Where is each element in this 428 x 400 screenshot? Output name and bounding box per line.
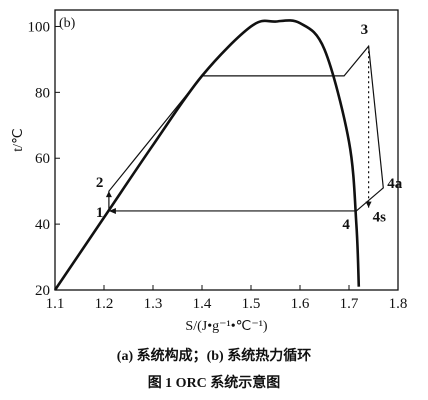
plot-curves [53,19,384,291]
point-label-3: 3 [361,22,369,38]
y-axis-title: t/℃ [11,128,26,152]
x-tick-label: 1.4 [193,296,212,312]
figure-subcaption: (a) 系统构成；(b) 系统热力循环 [116,349,312,364]
arrow-head [105,191,112,198]
point-label-4: 4 [342,217,350,233]
arrow-head [108,207,116,214]
x-tick-label: 1.1 [46,296,65,312]
figure-caption: 图 1 ORC 系统示意图 [147,376,281,391]
y-tick-label: 80 [35,85,50,101]
cycle-path [108,44,384,212]
x-tick-label: 1.7 [340,296,359,312]
x-tick-label: 1.6 [291,296,310,312]
x-tick-label: 1.3 [144,296,163,312]
point-label-4s: 4s [373,210,387,226]
point-label-2: 2 [96,175,104,191]
plot-labels: 1 2 3 4 4s 4a [96,22,403,233]
arrow-head [365,201,372,208]
point-label-4a: 4a [387,176,403,192]
y-tick-label: 20 [35,283,50,299]
point-label-1: 1 [96,205,104,221]
y-tick-label: 100 [28,19,51,35]
panel-label: (b) [59,16,76,31]
x-tick-label: 1.5 [242,296,261,312]
x-tick-label: 1.2 [95,296,114,312]
plot-frame [54,9,399,291]
ts-diagram-chart: 1.1 1.2 1.3 1.4 1.5 1.6 1.7 1.8 20 40 60 80 100 1 2 3 4… [11,9,408,334]
x-axis-title: S/(J•g⁻¹•℃⁻¹) [185,319,267,334]
saturation-dome-curve [53,19,361,291]
plot-axes: 1.1 1.2 1.3 1.4 1.5 1.6 1.7 1.8 20 40 60 80 100 [28,9,408,312]
y-tick-label: 40 [35,217,50,233]
x-tick-label: 1.8 [389,296,408,312]
y-tick-label: 60 [35,151,50,167]
